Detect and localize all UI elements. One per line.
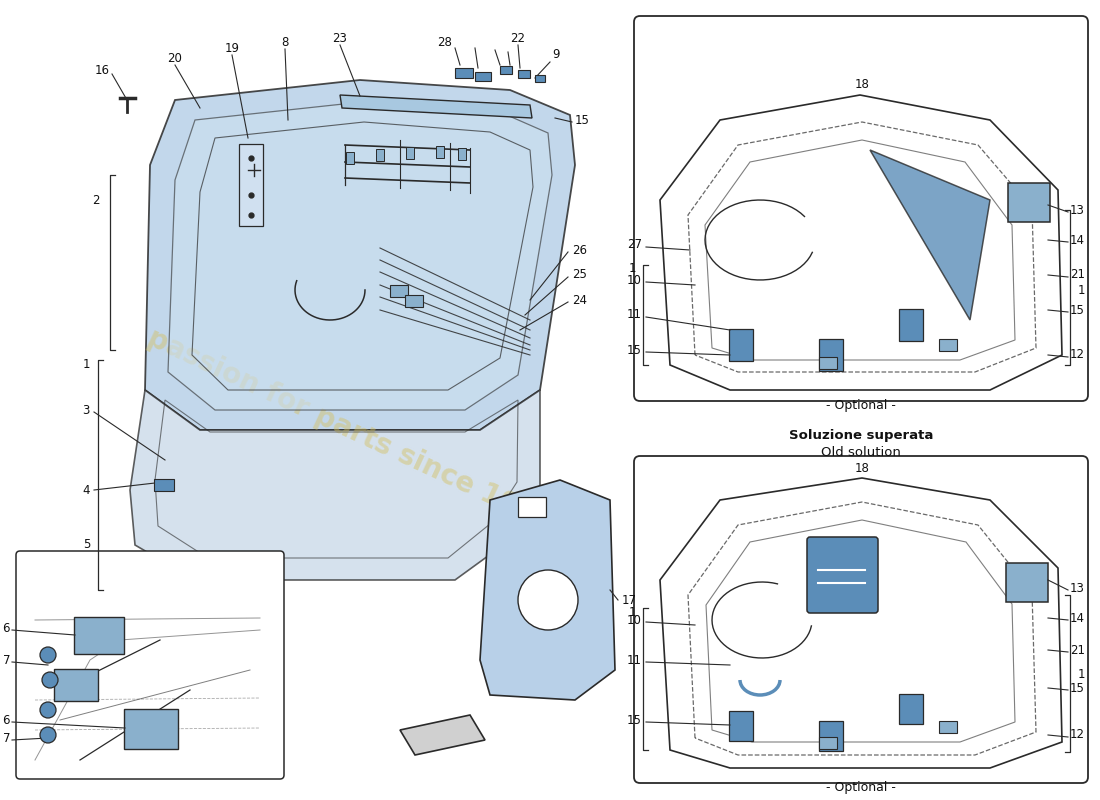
Text: 24: 24	[572, 294, 587, 306]
Text: 15: 15	[1070, 303, 1085, 317]
Polygon shape	[870, 150, 990, 320]
FancyBboxPatch shape	[820, 737, 837, 749]
Text: 5: 5	[82, 538, 90, 551]
Text: Soluzione superata: Soluzione superata	[789, 429, 933, 442]
Text: 15: 15	[627, 343, 642, 357]
Polygon shape	[130, 390, 540, 580]
FancyBboxPatch shape	[820, 357, 837, 369]
Text: 14: 14	[1070, 234, 1085, 246]
Text: - Optional -: - Optional -	[826, 398, 895, 411]
Text: 14: 14	[1070, 611, 1085, 625]
Text: 9: 9	[552, 49, 560, 62]
FancyBboxPatch shape	[1006, 563, 1048, 602]
Text: 2: 2	[92, 194, 100, 206]
FancyBboxPatch shape	[518, 70, 530, 78]
Text: 21: 21	[1070, 643, 1085, 657]
Text: 7: 7	[2, 731, 10, 745]
Text: 10: 10	[627, 614, 642, 626]
Text: 12: 12	[1070, 349, 1085, 362]
Text: Old solution: Old solution	[821, 446, 901, 458]
Text: 28: 28	[438, 35, 452, 49]
Text: 1: 1	[1078, 283, 1086, 297]
Text: 22: 22	[510, 31, 526, 45]
FancyBboxPatch shape	[820, 721, 843, 751]
Circle shape	[40, 702, 56, 718]
Text: 8: 8	[282, 35, 288, 49]
Text: 18: 18	[855, 78, 869, 91]
Text: 25: 25	[572, 269, 587, 282]
Polygon shape	[340, 95, 532, 118]
Text: 20: 20	[167, 51, 183, 65]
Text: 18: 18	[855, 462, 869, 474]
FancyBboxPatch shape	[239, 144, 263, 226]
FancyBboxPatch shape	[458, 148, 466, 160]
Polygon shape	[145, 80, 575, 430]
FancyBboxPatch shape	[74, 617, 124, 654]
Text: - Optional -: - Optional -	[826, 781, 895, 794]
Text: 1: 1	[628, 262, 636, 274]
Text: 3: 3	[82, 403, 90, 417]
FancyBboxPatch shape	[436, 146, 444, 158]
FancyBboxPatch shape	[346, 152, 354, 164]
FancyBboxPatch shape	[939, 339, 957, 351]
Text: 11: 11	[627, 309, 642, 322]
FancyBboxPatch shape	[376, 149, 384, 161]
Text: 11: 11	[627, 654, 642, 666]
Text: 6: 6	[2, 714, 10, 726]
FancyBboxPatch shape	[820, 339, 843, 371]
FancyBboxPatch shape	[729, 329, 754, 361]
Text: 13: 13	[1070, 203, 1085, 217]
FancyBboxPatch shape	[634, 456, 1088, 783]
FancyBboxPatch shape	[1008, 183, 1050, 222]
Circle shape	[42, 672, 58, 688]
Text: 7: 7	[2, 654, 10, 666]
FancyBboxPatch shape	[54, 669, 98, 701]
Circle shape	[40, 727, 56, 743]
Polygon shape	[400, 715, 485, 755]
Text: 6: 6	[2, 622, 10, 634]
FancyBboxPatch shape	[634, 16, 1088, 401]
FancyBboxPatch shape	[535, 75, 544, 82]
FancyBboxPatch shape	[475, 72, 491, 81]
FancyBboxPatch shape	[16, 551, 284, 779]
Text: 17: 17	[621, 594, 637, 606]
FancyBboxPatch shape	[455, 68, 473, 78]
FancyBboxPatch shape	[899, 694, 923, 724]
FancyBboxPatch shape	[406, 147, 414, 159]
Circle shape	[40, 647, 56, 663]
FancyBboxPatch shape	[390, 285, 408, 297]
Text: 1: 1	[628, 606, 636, 618]
Text: 1: 1	[82, 358, 90, 371]
Text: 12: 12	[1070, 729, 1085, 742]
Circle shape	[518, 570, 578, 630]
Text: 21: 21	[1070, 269, 1085, 282]
Text: 15: 15	[627, 714, 642, 726]
Text: 23: 23	[332, 31, 348, 45]
Polygon shape	[480, 480, 615, 700]
FancyBboxPatch shape	[500, 66, 512, 74]
Text: 26: 26	[572, 243, 587, 257]
Text: 15: 15	[1070, 682, 1085, 694]
FancyBboxPatch shape	[939, 721, 957, 733]
FancyBboxPatch shape	[899, 309, 923, 341]
Text: 15: 15	[574, 114, 590, 126]
FancyBboxPatch shape	[729, 711, 754, 741]
FancyBboxPatch shape	[405, 295, 424, 307]
Text: 13: 13	[1070, 582, 1085, 594]
Text: passion for parts since 1962: passion for parts since 1962	[143, 323, 558, 537]
Text: 10: 10	[627, 274, 642, 286]
FancyBboxPatch shape	[124, 709, 178, 749]
Text: 1: 1	[1078, 669, 1086, 682]
FancyBboxPatch shape	[807, 537, 878, 613]
FancyBboxPatch shape	[154, 479, 174, 491]
Text: 19: 19	[224, 42, 240, 54]
Text: 27: 27	[627, 238, 642, 251]
Text: 4: 4	[82, 483, 90, 497]
Text: 16: 16	[95, 63, 110, 77]
FancyBboxPatch shape	[518, 497, 546, 517]
Polygon shape	[168, 102, 552, 410]
